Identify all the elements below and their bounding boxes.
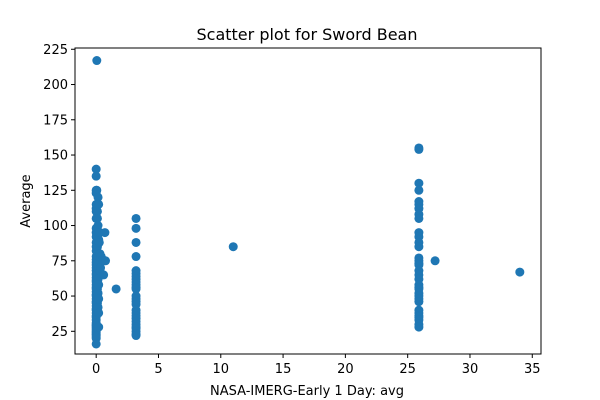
y-tick-label: 225 <box>43 43 68 58</box>
data-points <box>91 56 525 349</box>
data-point <box>94 294 104 304</box>
x-tick-label: 35 <box>524 362 541 377</box>
x-tick-label: 20 <box>337 362 354 377</box>
data-point <box>92 213 102 223</box>
y-tick-label: 200 <box>43 78 68 93</box>
data-point <box>91 339 101 349</box>
data-point <box>228 242 238 252</box>
data-point <box>515 267 525 277</box>
y-tick-label: 100 <box>43 219 68 234</box>
y-tick-label: 50 <box>51 290 68 305</box>
x-tick-label: 30 <box>462 362 479 377</box>
x-tick-label: 5 <box>154 362 162 377</box>
data-point <box>131 237 141 247</box>
data-point <box>92 206 102 216</box>
data-point <box>96 263 106 273</box>
data-point <box>414 178 424 188</box>
data-point <box>99 270 109 280</box>
data-point <box>131 284 141 294</box>
y-tick-label: 150 <box>43 149 68 164</box>
data-point <box>131 223 141 233</box>
data-point <box>414 144 424 154</box>
data-point <box>111 284 121 294</box>
data-point <box>94 280 104 290</box>
data-point <box>100 228 110 238</box>
data-point <box>94 322 104 332</box>
data-point <box>131 252 141 262</box>
chart-title: Scatter plot for Sword Bean <box>197 25 418 44</box>
data-point <box>414 322 424 332</box>
data-point <box>94 199 104 209</box>
data-point <box>414 185 424 195</box>
y-tick-label: 125 <box>43 184 68 199</box>
data-point <box>91 164 101 174</box>
data-point <box>93 221 103 231</box>
y-tick-label: 25 <box>51 325 68 340</box>
x-tick-label: 15 <box>275 362 292 377</box>
data-point <box>131 213 141 223</box>
plot-area-frame <box>74 47 542 355</box>
x-axis-ticks: 0 5 10 15 20 25 30 35 <box>92 354 541 377</box>
y-tick-label: 75 <box>51 254 68 269</box>
y-tick-label: 175 <box>43 113 68 128</box>
data-point <box>91 171 101 181</box>
x-tick-label: 0 <box>92 362 100 377</box>
data-point <box>430 256 440 266</box>
data-point <box>131 331 141 341</box>
y-axis-title: Average <box>19 174 34 227</box>
x-tick-label: 10 <box>213 362 230 377</box>
data-point <box>94 308 104 318</box>
data-point <box>94 237 104 247</box>
x-axis-title: NASA-IMERG-Early 1 Day: avg <box>210 384 404 399</box>
x-tick-label: 25 <box>399 362 416 377</box>
data-point <box>414 242 424 252</box>
data-point <box>414 297 424 307</box>
data-point <box>92 185 102 195</box>
data-point <box>93 192 103 202</box>
data-point <box>92 56 102 66</box>
y-axis-ticks: 25 50 75 100 125 150 175 200 225 <box>43 43 75 340</box>
data-point <box>101 256 111 266</box>
data-point <box>414 213 424 223</box>
